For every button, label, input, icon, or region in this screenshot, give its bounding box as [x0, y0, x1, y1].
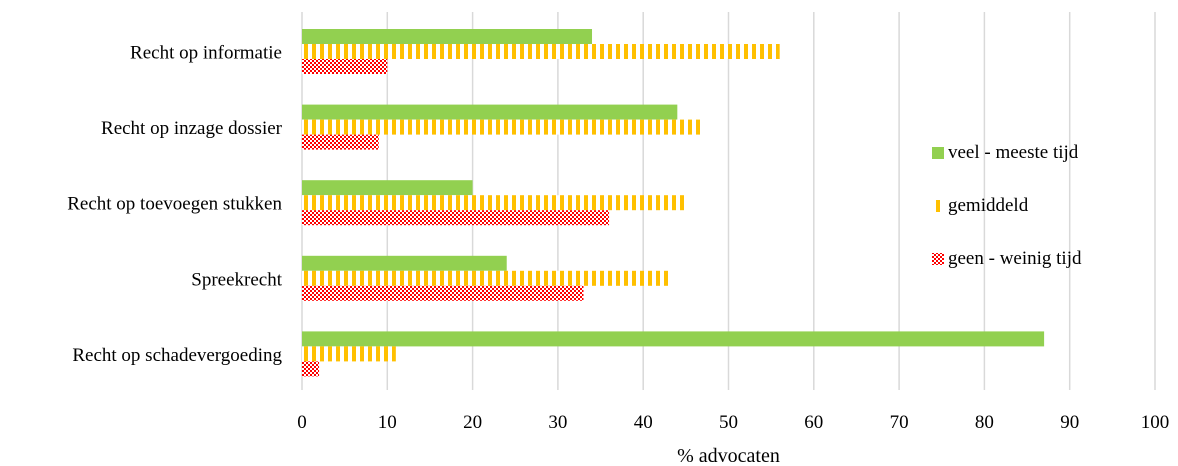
x-tick-label: 90 [1060, 412, 1079, 433]
bar [302, 29, 593, 44]
bar [302, 104, 678, 120]
bar [302, 134, 379, 150]
x-tick-label: 60 [804, 412, 823, 433]
x-tick-label: 0 [297, 412, 307, 433]
legend-swatch [932, 147, 944, 159]
x-tick-label: 70 [890, 412, 909, 433]
category-label: Recht op schadevergoeding [72, 345, 282, 366]
legend-label: veel - meeste tijd [948, 142, 1079, 163]
bar [302, 255, 507, 271]
x-axis-title: % advocaten [677, 445, 780, 466]
bar [302, 59, 388, 74]
legend: veel - meeste tijd gemiddeld geen - weinig… [932, 142, 1082, 269]
x-tick-label: 30 [548, 412, 567, 433]
category-label: Recht op toevoegen stukken [67, 194, 282, 215]
x-tick-label: 10 [378, 412, 397, 433]
legend-label: gemiddeld [948, 195, 1029, 216]
bar [302, 270, 669, 286]
bar [302, 285, 584, 301]
x-tick-label: 80 [975, 412, 994, 433]
x-tick-label: 20 [463, 412, 482, 433]
bar [302, 195, 686, 211]
bar [302, 346, 396, 362]
bar [302, 331, 1045, 347]
bar [302, 180, 473, 196]
x-tick-label: 100 [1141, 412, 1170, 433]
legend-swatch [932, 200, 944, 212]
x-tick-label: 50 [719, 412, 738, 433]
legend-label: geen - weinig tijd [948, 248, 1082, 269]
x-tick-labels: 0 10 20 30 40 50 60 70 80 90 100 [297, 412, 1169, 433]
category-label: Spreekrecht [191, 269, 282, 290]
legend-swatch [932, 253, 944, 265]
category-label: Recht op inzage dossier [101, 118, 283, 139]
bars-group [302, 29, 1045, 377]
category-labels: Recht op informatie Recht op inzage dossi… [67, 43, 282, 366]
category-label: Recht op informatie [130, 43, 282, 64]
x-tick-label: 40 [634, 412, 653, 433]
bar [302, 44, 780, 59]
bar [302, 119, 703, 135]
bar [302, 210, 610, 226]
bar [302, 361, 320, 377]
